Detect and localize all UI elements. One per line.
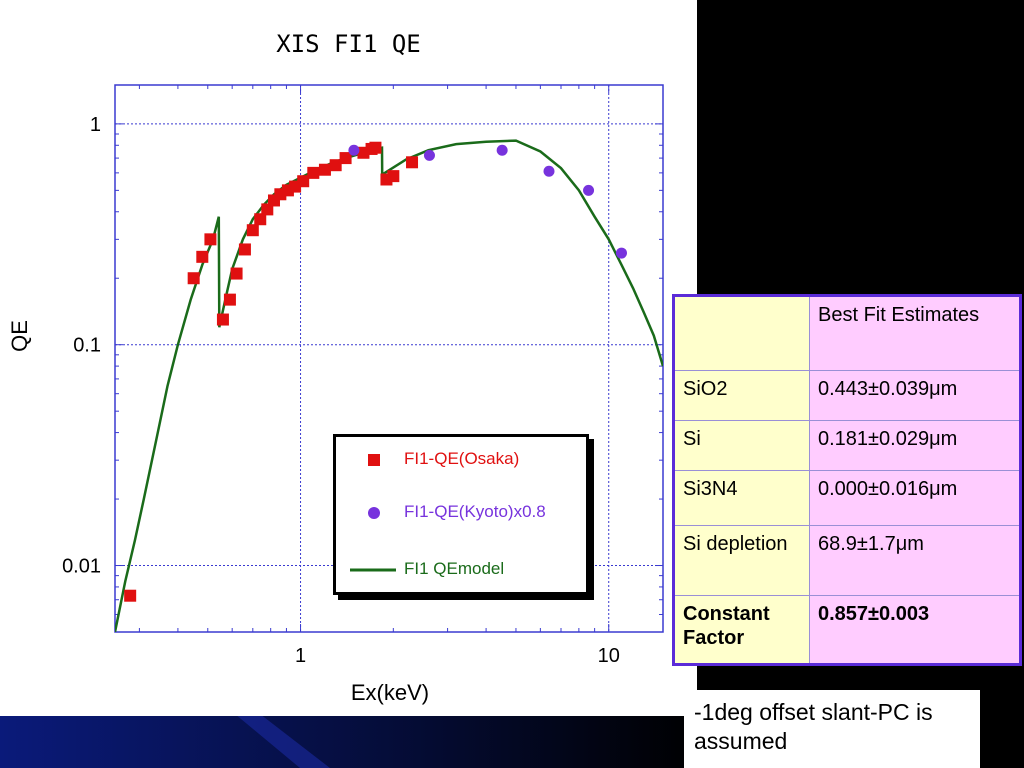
osaka-point: [318, 163, 331, 176]
legend: FI1-QE(Osaka) FI1-QE(Kyoto)x0.8 FI1 QEmo…: [333, 434, 589, 595]
table-param: Si: [673, 420, 810, 471]
circle-marker-icon: [368, 507, 380, 519]
square-marker-icon: [368, 454, 380, 466]
x-tick-label: 10: [598, 645, 620, 667]
osaka-point: [339, 152, 352, 165]
osaka-point: [297, 175, 310, 188]
osaka-point: [238, 243, 251, 256]
table-header-row: Best Fit Estimates: [673, 295, 1021, 371]
x-tick-label: 1: [295, 645, 306, 667]
table-header-value: Best Fit Estimates: [809, 295, 1021, 371]
chart-title: XIS FI1 QE: [276, 30, 421, 58]
table-value: 0.857±0.003: [809, 595, 1021, 665]
legend-label: FI1-QE(Kyoto)x0.8: [404, 502, 546, 521]
bottom-band-stripe: [235, 714, 330, 768]
legend-label: FI1 QEmodel: [404, 559, 505, 578]
osaka-point: [196, 250, 209, 263]
kyoto-point: [496, 144, 508, 156]
legend-item-model: FI1 QEmodel: [336, 558, 586, 582]
kyoto-point: [583, 184, 595, 196]
table-param: Constant Factor: [673, 595, 810, 665]
bottom-band: [0, 714, 700, 768]
y-tick-label: 0.1: [73, 335, 101, 357]
legend-label: FI1-QE(Osaka): [404, 449, 520, 468]
table-header-param: [673, 295, 810, 371]
y-tick-label: 0.01: [62, 556, 101, 578]
table-row: Si depletion 68.9±1.7μm: [673, 525, 1021, 596]
osaka-point: [406, 156, 419, 169]
osaka-point: [387, 170, 400, 183]
table-row: SiO2 0.443±0.039μm: [673, 370, 1021, 421]
table-value: 0.443±0.039μm: [809, 370, 1021, 421]
table-row: Si3N4 0.000±0.016μm: [673, 470, 1021, 526]
fit-results-table: Best Fit Estimates SiO2 0.443±0.039μm Si…: [672, 294, 1022, 666]
table-value: 0.181±0.029μm: [809, 420, 1021, 471]
kyoto-point: [615, 247, 627, 259]
osaka-point: [329, 159, 342, 172]
table-param: SiO2: [673, 370, 810, 421]
osaka-point: [204, 233, 217, 246]
legend-item-osaka: FI1-QE(Osaka): [336, 448, 586, 472]
osaka-point: [246, 224, 259, 237]
osaka-point: [307, 166, 320, 179]
line-marker-icon: [350, 568, 396, 572]
legend-item-kyoto: FI1-QE(Kyoto)x0.8: [336, 501, 586, 525]
plot: 1 0.1 0.01 1 10: [62, 84, 664, 667]
y-tick-label: 1: [90, 114, 101, 136]
osaka-point: [216, 313, 229, 326]
osaka-point: [223, 293, 236, 306]
table-value: 68.9±1.7μm: [809, 525, 1021, 596]
table-value: 0.000±0.016μm: [809, 470, 1021, 526]
kyoto-point: [423, 149, 435, 161]
osaka-point: [124, 589, 137, 602]
table-param: Si3N4: [673, 470, 810, 526]
note-text: -1deg offset slant-PC is assumed: [684, 690, 980, 768]
table-row: Constant Factor 0.857±0.003: [673, 595, 1021, 665]
y-axis-label: QE: [7, 320, 32, 352]
table-param: Si depletion: [673, 525, 810, 596]
kyoto-point: [348, 144, 360, 156]
osaka-point: [254, 213, 267, 226]
table-row: Si 0.181±0.029μm: [673, 420, 1021, 471]
kyoto-point: [543, 165, 555, 177]
osaka-point: [230, 267, 243, 280]
osaka-point: [369, 141, 382, 154]
x-axis-label: Ex(keV): [350, 680, 430, 705]
osaka-point: [187, 272, 200, 285]
chart-panel: 1 0.1 0.01 1 10 XIS FI1 QE Ex(keV) QE FI1-QE…: [0, 0, 697, 716]
plot-frame: [114, 84, 664, 633]
